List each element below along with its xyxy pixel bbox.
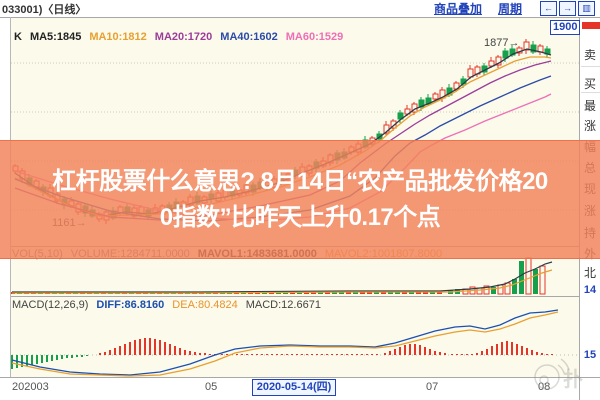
layout-icon[interactable]: ▥	[578, 1, 595, 16]
ma60-value: MA60:1529	[285, 31, 344, 43]
news-headline-banner[interactable]: 杠杆股票什么意思? 8月14日“农产品批发价格20 0指数”比昨天上升0.17个…	[0, 140, 600, 259]
back-arrow-icon[interactable]: ←	[540, 1, 557, 16]
diff-value: DIFF:86.8160	[96, 299, 165, 311]
quote-row-label: 最	[583, 99, 596, 113]
banner-line-2: 0指数”比昨天上升0.17个点	[159, 204, 441, 231]
ma40-value: MA40:1602	[220, 31, 278, 43]
price-axis-max-label: 1900	[550, 20, 581, 35]
forward-arrow-icon[interactable]: →	[559, 1, 576, 16]
k-label: K	[14, 31, 22, 43]
axis-date-label: 07	[426, 381, 439, 393]
macd-indicator-row: MACD(12,26,9) DIFF:86.8160 DEA:80.4824 M…	[12, 299, 321, 311]
quote-separator	[581, 92, 600, 93]
banner-line-1: 杠杆股票什么意思? 8月14日“农产品批发价格20	[52, 168, 548, 195]
ma20-value: MA20:1720	[154, 31, 213, 43]
quote-row-label: 买	[583, 77, 596, 91]
axis-date-label: 202003	[12, 381, 49, 393]
quote-panel-red-bar	[582, 22, 600, 29]
quote-row-label: 北	[583, 266, 596, 280]
quote-number: 15	[583, 349, 597, 361]
macd-label: MACD(12,26,9)	[12, 299, 89, 311]
nav-icon-group: ← → ▥	[538, 1, 595, 16]
title-bar: 033001)〈日线〉 商品叠加 周期 ← → ▥	[0, 0, 600, 17]
quote-number: 14	[583, 284, 597, 296]
macd-value: MACD:12.6671	[245, 299, 321, 311]
quote-row-label: 涨	[583, 119, 596, 133]
axis-date-label: 08	[538, 381, 551, 393]
period-menu-link[interactable]: 周期	[497, 2, 522, 16]
dea-value: DEA:80.4824	[172, 299, 238, 311]
quote-row-label: 卖	[583, 48, 596, 62]
axis-date-label: 05	[205, 381, 218, 393]
quote-separator	[581, 66, 600, 67]
ma10-value: MA10:1812	[89, 31, 147, 43]
ma-indicator-row: K MA5:1845 MA10:1812 MA20:1720 MA40:1602…	[14, 31, 343, 43]
selected-date-box: 2020-05-14(四)	[252, 379, 336, 396]
volume-pane[interactable]	[10, 257, 553, 295]
overlay-menu-link[interactable]: 商品叠加	[433, 2, 482, 16]
ma5-value: MA5:1845	[29, 31, 82, 43]
symbol-period-title: 033001)〈日线〉	[2, 3, 87, 16]
title-bar-menu: 商品叠加 周期 ← → ▥	[434, 0, 600, 17]
svg-text:1877→: 1877→	[484, 37, 519, 49]
macd-pane[interactable]	[11, 309, 578, 377]
